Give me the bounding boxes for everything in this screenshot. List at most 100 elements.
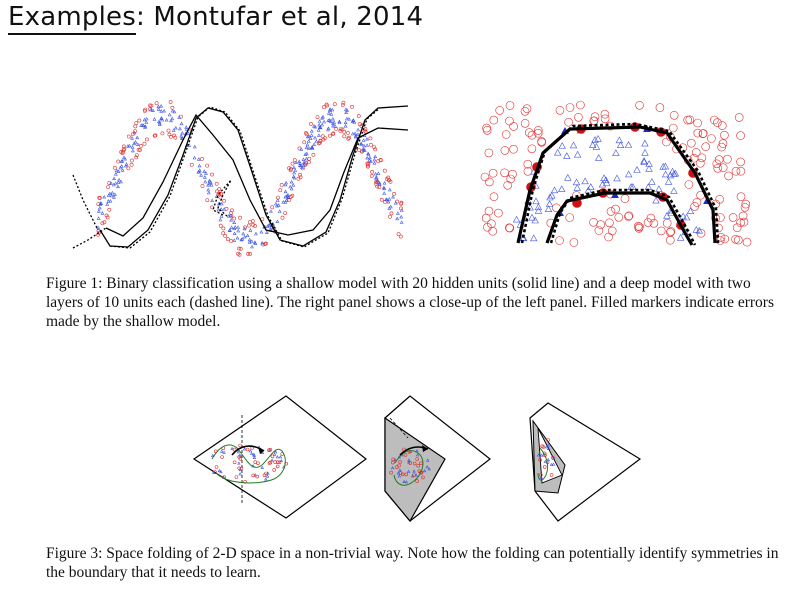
slide-title-prefix: Examples	[8, 2, 136, 35]
triangle-marker	[132, 141, 137, 146]
triangle-marker	[659, 162, 667, 170]
circle-marker	[707, 134, 716, 143]
circle-marker	[576, 100, 585, 110]
circle-marker	[200, 184, 205, 188]
triangle-marker	[551, 462, 556, 466]
triangle-marker	[387, 187, 392, 192]
triangle-marker	[162, 108, 167, 113]
triangle-marker	[310, 146, 315, 150]
figure1-caption: Figure 1: Binary classification using a …	[46, 275, 774, 330]
circle-marker	[716, 213, 725, 222]
circle-marker	[698, 129, 708, 139]
triangle-marker	[376, 171, 381, 175]
triangle-marker	[402, 479, 406, 483]
circle-marker	[488, 226, 497, 236]
triangle-marker	[249, 239, 254, 243]
triangle-marker	[382, 181, 387, 185]
triangle-marker	[206, 183, 211, 187]
circle-marker	[589, 116, 599, 126]
triangle-marker	[344, 110, 349, 114]
triangle-marker	[536, 453, 541, 457]
circle-marker	[377, 185, 382, 190]
triangle-marker	[406, 469, 411, 473]
circle-marker	[480, 172, 490, 182]
circle-marker	[533, 128, 543, 138]
triangle-marker	[399, 220, 404, 224]
triangle-marker	[397, 474, 402, 478]
circle-marker	[662, 137, 671, 147]
triangle-marker	[353, 131, 358, 135]
circle-marker	[248, 251, 252, 256]
circle-marker	[668, 123, 678, 133]
triangle-marker	[118, 165, 123, 170]
triangle-marker	[301, 163, 306, 167]
circle-marker	[415, 479, 419, 483]
circle-marker	[238, 215, 243, 220]
triangle-marker	[260, 465, 264, 469]
circle-marker	[134, 121, 139, 126]
triangle-marker	[219, 214, 224, 218]
triangle-marker	[144, 116, 149, 121]
circle-marker	[322, 105, 326, 110]
circle-marker	[275, 464, 280, 469]
circle-marker	[250, 219, 255, 223]
circle-marker	[342, 134, 347, 139]
circle-marker	[421, 475, 425, 480]
circle-marker	[214, 465, 219, 469]
circle-marker	[276, 195, 280, 200]
circle-marker	[143, 107, 148, 112]
circle-marker	[350, 105, 354, 109]
circle-marker	[296, 176, 301, 181]
triangle-marker	[279, 458, 284, 462]
triangle-marker	[108, 199, 113, 203]
circle-marker	[105, 215, 110, 220]
circle-marker	[256, 461, 260, 466]
triangle-marker	[306, 134, 311, 138]
circle-marker	[107, 181, 112, 186]
triangle-marker	[240, 237, 245, 241]
circle-marker	[302, 140, 307, 145]
triangle-marker	[96, 216, 101, 220]
circle-marker	[232, 447, 237, 452]
triangle-marker	[116, 184, 120, 189]
triangle-marker	[197, 169, 201, 174]
triangle-marker	[164, 117, 169, 122]
triangle-marker	[119, 179, 123, 184]
triangle-marker	[534, 203, 543, 211]
data-points	[536, 438, 556, 479]
triangle-marker	[557, 185, 566, 192]
triangle-marker	[645, 164, 653, 172]
triangle-marker	[386, 199, 391, 204]
triangle-marker	[283, 189, 288, 194]
circle-marker	[543, 453, 547, 458]
circle-marker	[346, 131, 350, 135]
circle-marker	[379, 197, 384, 202]
circle-marker	[736, 192, 746, 201]
circle-marker	[320, 134, 325, 139]
circle-marker	[500, 168, 509, 178]
circle-marker	[403, 453, 408, 457]
triangle-marker	[126, 144, 130, 148]
triangle-marker	[366, 151, 371, 156]
circle-marker	[728, 213, 738, 222]
circle-marker	[279, 183, 284, 187]
triangle-marker	[602, 176, 610, 183]
triangle-marker	[180, 136, 185, 140]
triangle-marker	[237, 461, 241, 465]
circle-marker	[234, 475, 239, 479]
triangle-marker	[304, 145, 309, 150]
circle-marker	[218, 223, 223, 228]
triangle-marker	[283, 194, 288, 199]
triangle-marker	[546, 443, 550, 447]
circle-marker	[170, 105, 175, 110]
triangle-marker	[615, 136, 624, 144]
triangle-marker	[292, 170, 297, 175]
triangle-marker	[97, 205, 102, 210]
triangle-marker	[412, 469, 416, 473]
triangle-marker	[528, 213, 536, 221]
circle-marker	[635, 222, 644, 232]
triangle-marker	[671, 169, 680, 177]
triangle-marker	[252, 240, 257, 244]
triangle-marker	[267, 222, 272, 227]
circle-marker	[605, 218, 614, 228]
